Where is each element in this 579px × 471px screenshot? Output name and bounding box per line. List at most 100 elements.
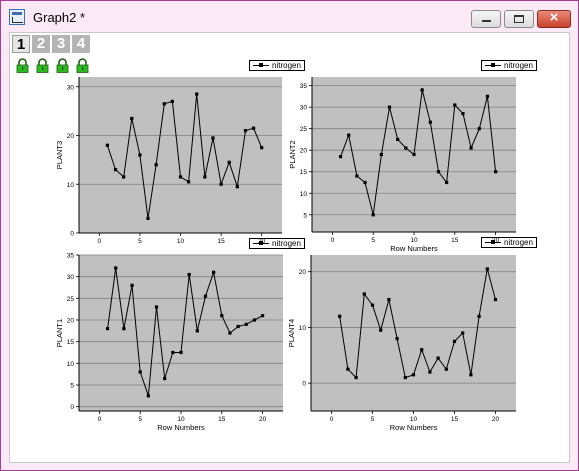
data-point — [379, 152, 383, 157]
data-point — [436, 170, 441, 174]
data-point — [105, 143, 110, 147]
y-tick-label: 30 — [67, 84, 75, 91]
y-tick-label: 10 — [67, 182, 75, 189]
data-point — [252, 318, 257, 322]
data-point — [445, 180, 449, 185]
x-tick-label: 0 — [331, 237, 335, 244]
legend-plant1[interactable]: nitrogen — [249, 238, 305, 249]
data-point — [412, 152, 416, 157]
x-tick-label: 10 — [177, 238, 185, 245]
y-tick-label: 25 — [300, 126, 308, 133]
data-point — [338, 314, 342, 318]
x-tick-label: 10 — [177, 416, 185, 423]
minimize-icon — [482, 20, 491, 22]
x-tick-label: 10 — [410, 237, 418, 244]
data-point — [187, 180, 191, 184]
y-axis-title: PLANT3 — [55, 141, 64, 169]
data-point — [428, 370, 432, 374]
data-point — [485, 94, 490, 98]
legend-label: nitrogen — [272, 239, 301, 248]
x-tick-label: 5 — [371, 416, 375, 423]
y-tick-label: 15 — [67, 339, 75, 346]
data-point — [355, 174, 359, 178]
legend-plant3[interactable]: nitrogen — [249, 60, 305, 71]
y-tick-label: 20 — [299, 269, 307, 276]
graph-window-icon[interactable] — [9, 9, 25, 25]
data-point — [420, 348, 424, 352]
y-tick-label: 30 — [300, 105, 308, 112]
data-point — [477, 314, 481, 318]
data-point — [130, 116, 134, 121]
y-axis-title: PLANT4 — [287, 319, 296, 347]
legend-plant4[interactable]: nitrogen — [481, 237, 537, 248]
series-line-nitrogen — [106, 94, 263, 219]
layer-tab-1[interactable]: 1 — [12, 35, 30, 53]
plot-area — [312, 77, 516, 232]
series-line-nitrogen — [107, 267, 263, 396]
data-point — [387, 297, 391, 302]
layer-tab-2[interactable]: 2 — [32, 35, 50, 53]
legend-line-symbol — [253, 241, 269, 245]
data-point — [347, 133, 351, 137]
data-point — [477, 127, 481, 131]
data-point — [146, 216, 150, 220]
x-tick-label: 0 — [97, 238, 101, 245]
y-tick-label: 10 — [299, 325, 307, 332]
lock-icon[interactable] — [35, 58, 50, 73]
data-point — [220, 314, 224, 318]
y-tick-label: 0 — [70, 231, 74, 238]
x-axis-title: Row Numbers — [390, 244, 438, 253]
data-point — [203, 175, 207, 179]
data-point — [354, 375, 358, 380]
data-point — [122, 327, 126, 331]
data-point — [163, 376, 167, 381]
x-tick-label: 5 — [138, 238, 142, 245]
x-tick-label: 20 — [492, 416, 500, 423]
data-point — [178, 175, 183, 179]
data-point — [171, 350, 175, 355]
plot-area — [79, 77, 282, 233]
data-point — [195, 329, 199, 333]
data-point — [260, 146, 264, 150]
title-bar[interactable]: Graph2 * × — [1, 1, 578, 31]
maximize-button[interactable] — [504, 10, 534, 28]
data-point — [436, 356, 440, 360]
x-axis-title: Row Numbers — [390, 423, 438, 432]
layer-tab-4[interactable]: 4 — [72, 35, 90, 53]
y-tick-label: 20 — [67, 318, 75, 325]
legend-line-symbol — [485, 63, 501, 67]
y-tick-label: 25 — [67, 296, 75, 303]
layer-tab-3[interactable]: 3 — [52, 35, 70, 53]
y-tick-label: 30 — [67, 274, 75, 281]
data-point — [203, 294, 208, 298]
lock-icon[interactable] — [15, 58, 30, 73]
data-point — [235, 185, 239, 189]
x-axis-title: Row Numbers — [157, 423, 205, 432]
data-point — [114, 266, 118, 270]
data-point — [195, 92, 199, 96]
data-point — [362, 292, 366, 296]
legend-label: nitrogen — [504, 61, 533, 70]
data-point — [162, 102, 166, 106]
data-point — [219, 182, 223, 186]
y-axis-title: PLANT2 — [288, 140, 297, 168]
y-tick-label: 10 — [67, 361, 75, 368]
lock-icon[interactable] — [55, 58, 70, 73]
legend-plant2[interactable]: nitrogen — [481, 60, 537, 71]
data-point — [428, 120, 432, 124]
data-point — [105, 327, 110, 331]
minimize-button[interactable] — [471, 10, 501, 28]
data-point — [211, 136, 215, 140]
legend-label: nitrogen — [272, 61, 301, 70]
y-tick-label: 0 — [70, 404, 74, 411]
lock-icon[interactable] — [75, 58, 90, 73]
data-point — [212, 270, 216, 274]
data-point — [154, 305, 159, 309]
y-tick-label: 20 — [67, 133, 75, 140]
x-tick-label: 10 — [410, 416, 418, 423]
close-button[interactable]: × — [537, 9, 571, 28]
y-tick-label: 15 — [300, 169, 308, 176]
data-point — [411, 373, 416, 377]
y-tick-label: 10 — [300, 191, 308, 198]
x-tick-label: 15 — [451, 237, 459, 244]
